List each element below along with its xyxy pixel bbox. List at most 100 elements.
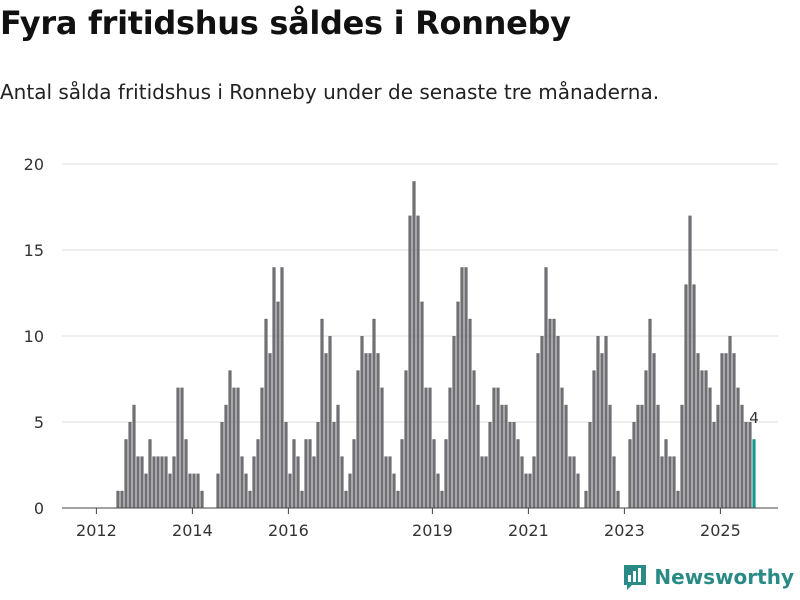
bar (396, 490, 400, 508)
bar (516, 439, 520, 508)
bar (376, 353, 380, 508)
x-tick-label: 2014 (172, 521, 213, 540)
bar (452, 336, 456, 508)
bar (276, 301, 280, 508)
bar (536, 353, 540, 508)
bar (172, 456, 176, 508)
bar (600, 353, 604, 508)
bar (412, 181, 416, 508)
bar (340, 456, 344, 508)
bar (468, 318, 472, 508)
bar (540, 336, 544, 508)
bar (152, 456, 156, 508)
bar (736, 387, 740, 508)
bar (504, 404, 508, 508)
x-tick-label: 2023 (604, 521, 645, 540)
bar (400, 439, 404, 508)
bar (120, 490, 124, 508)
bar (312, 456, 316, 508)
bar (188, 473, 192, 508)
bar (720, 353, 724, 508)
bar (128, 422, 132, 508)
bar (660, 456, 664, 508)
bar (692, 284, 696, 508)
bar (744, 422, 748, 508)
bar (168, 473, 172, 508)
bar (588, 422, 592, 508)
bar (428, 387, 432, 508)
bar (604, 336, 608, 508)
bar (568, 456, 572, 508)
bar (496, 387, 500, 508)
bars (116, 181, 756, 508)
bar (628, 439, 632, 508)
bar (296, 456, 300, 508)
bar (264, 318, 268, 508)
bar (592, 370, 596, 508)
bar (256, 439, 260, 508)
bar (220, 422, 224, 508)
bar (388, 456, 392, 508)
bar (360, 336, 364, 508)
bar (528, 473, 532, 508)
bar (512, 422, 516, 508)
bar (608, 404, 612, 508)
bar (180, 387, 184, 508)
bar (476, 404, 480, 508)
bar (356, 370, 360, 508)
bar (544, 267, 548, 508)
bar (636, 404, 640, 508)
bar (288, 473, 292, 508)
bar (352, 439, 356, 508)
bar (144, 473, 148, 508)
x-tick-label: 2016 (268, 521, 309, 540)
bar (596, 336, 600, 508)
page-subtitle: Antal sålda fritidshus i Ronneby under d… (0, 80, 660, 104)
bar (552, 318, 556, 508)
bar (184, 439, 188, 508)
bar (408, 215, 412, 508)
bar (228, 370, 232, 508)
x-tick-label: 2021 (508, 521, 549, 540)
bar (200, 490, 204, 508)
bar (676, 490, 680, 508)
bar (484, 456, 488, 508)
bar (248, 490, 252, 508)
bar (724, 353, 728, 508)
bar (164, 456, 168, 508)
bar (680, 404, 684, 508)
bar (448, 387, 452, 508)
brand-name: Newsworthy (654, 565, 794, 589)
bar (704, 370, 708, 508)
bar (268, 353, 272, 508)
bar (384, 456, 388, 508)
bar (652, 353, 656, 508)
page-title: Fyra fritidshus såldes i Ronneby (0, 4, 571, 42)
brand-logo: Newsworthy (622, 562, 794, 592)
bar (124, 439, 128, 508)
bar (244, 473, 248, 508)
bar (548, 318, 552, 508)
bar (648, 318, 652, 508)
y-tick-label: 15 (24, 241, 44, 260)
bar (140, 456, 144, 508)
bar (416, 215, 420, 508)
bar (700, 370, 704, 508)
bar (696, 353, 700, 508)
bar (236, 387, 240, 508)
bar (116, 490, 120, 508)
bar (392, 473, 396, 508)
bar (712, 422, 716, 508)
bar (380, 387, 384, 508)
bar (304, 439, 308, 508)
bar (160, 456, 164, 508)
bar (300, 490, 304, 508)
bar (564, 404, 568, 508)
bar (404, 370, 408, 508)
bar (436, 473, 440, 508)
bar (252, 456, 256, 508)
bar (520, 456, 524, 508)
x-tick-label: 2025 (700, 521, 741, 540)
bar (656, 404, 660, 508)
